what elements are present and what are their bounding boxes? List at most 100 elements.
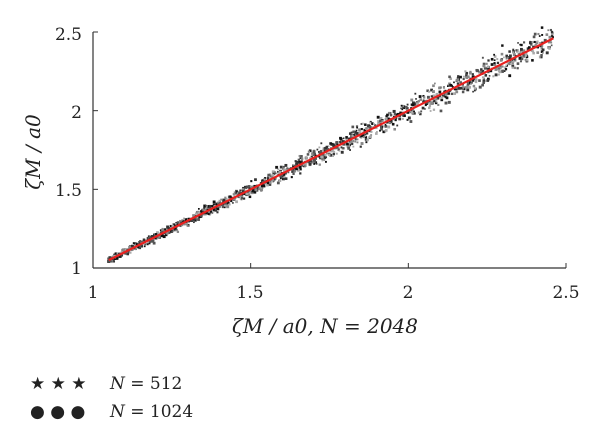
- point-n1024: [173, 229, 176, 232]
- point-n1024: [445, 96, 449, 100]
- x-axis-label: ζM / a0, N = 2048: [232, 314, 418, 338]
- point-n1024: [347, 146, 351, 150]
- point-n1024: [220, 198, 223, 201]
- point-n512: [371, 122, 374, 126]
- point-n1024: [352, 133, 355, 136]
- point-n1024: [272, 179, 275, 182]
- point-n1024: [224, 201, 227, 205]
- point-n1024: [384, 123, 387, 126]
- point-n1024: [430, 101, 433, 105]
- legend-label-n1024: N = 1024: [109, 402, 193, 422]
- point-n1024: [342, 147, 345, 150]
- point-n512: [541, 48, 545, 52]
- point-n1024: [175, 228, 178, 232]
- point-n1024: [135, 243, 138, 246]
- point-n512: [266, 183, 269, 187]
- point-n1024: [375, 132, 378, 135]
- point-n1024: [271, 174, 275, 177]
- point-n1024: [166, 225, 170, 229]
- point-n1024: [516, 62, 520, 65]
- point-n512: [153, 233, 156, 236]
- point-n1024: [208, 204, 212, 208]
- point-n512: [517, 42, 519, 44]
- point-n512: [299, 172, 302, 175]
- point-n512: [496, 58, 499, 61]
- point-n512: [483, 67, 487, 70]
- point-n512: [434, 82, 436, 85]
- point-n512: [146, 243, 149, 245]
- point-n1024: [137, 242, 139, 244]
- point-n1024: [216, 207, 220, 211]
- point-n512: [382, 130, 386, 134]
- point-n1024: [164, 228, 167, 231]
- point-n1024: [107, 257, 110, 260]
- point-n512: [356, 141, 359, 144]
- point-n1024: [512, 51, 515, 54]
- point-n1024: [121, 254, 123, 257]
- point-n1024: [513, 58, 516, 61]
- point-n1024: [415, 102, 419, 106]
- point-n1024: [543, 38, 547, 42]
- point-n512: [385, 115, 388, 118]
- point-n1024: [333, 150, 336, 153]
- point-n512: [360, 123, 363, 125]
- point-n1024: [142, 238, 146, 241]
- point-n1024: [241, 187, 245, 191]
- point-n1024: [283, 168, 287, 172]
- point-n512: [493, 62, 496, 65]
- point-n512: [365, 141, 368, 144]
- point-n512: [320, 142, 323, 145]
- point-n1024: [245, 187, 248, 190]
- point-n1024: [200, 210, 203, 213]
- point-n1024: [440, 96, 443, 100]
- point-n512: [222, 198, 226, 202]
- point-n1024: [231, 201, 234, 204]
- point-n1024: [457, 75, 460, 78]
- point-n1024: [274, 176, 278, 180]
- point-n1024: [123, 248, 127, 252]
- point-n512: [473, 89, 476, 92]
- point-n512: [540, 50, 544, 53]
- point-n1024: [247, 185, 251, 188]
- point-n1024: [391, 122, 395, 126]
- point-n1024: [352, 140, 355, 143]
- point-n1024: [280, 173, 284, 177]
- point-n1024: [337, 148, 340, 151]
- point-n1024: [472, 79, 475, 82]
- point-n512: [461, 90, 465, 94]
- legend-label-n512: N = 512: [109, 374, 182, 394]
- point-n1024: [512, 60, 515, 63]
- point-n512: [549, 28, 552, 32]
- point-n1024: [356, 138, 359, 141]
- point-n1024: [470, 82, 472, 85]
- y-tick-label: 2.5: [55, 25, 82, 45]
- point-n1024: [340, 150, 344, 154]
- point-n1024: [131, 245, 134, 248]
- point-n512: [282, 173, 285, 176]
- point-n1024: [294, 170, 297, 173]
- point-n1024: [185, 222, 188, 225]
- point-n1024: [409, 110, 411, 113]
- point-n1024: [547, 40, 551, 44]
- point-n512: [291, 170, 295, 173]
- point-n512: [523, 55, 525, 58]
- point-n1024: [508, 50, 511, 53]
- point-n1024: [129, 251, 132, 254]
- point-n1024: [536, 51, 540, 54]
- point-n1024: [208, 210, 211, 213]
- point-n512: [282, 165, 285, 168]
- point-n512: [422, 96, 426, 99]
- point-n512: [370, 134, 373, 137]
- point-n512: [528, 41, 532, 45]
- point-n1024: [396, 112, 400, 116]
- point-n512: [379, 117, 383, 120]
- point-n512: [522, 54, 525, 57]
- point-n1024: [490, 63, 494, 66]
- point-n1024: [124, 251, 127, 255]
- point-n1024: [358, 131, 362, 135]
- point-n512: [377, 120, 379, 122]
- point-n512: [453, 92, 457, 95]
- point-n1024: [263, 178, 266, 181]
- point-n1024: [261, 186, 264, 189]
- point-n512: [319, 149, 323, 153]
